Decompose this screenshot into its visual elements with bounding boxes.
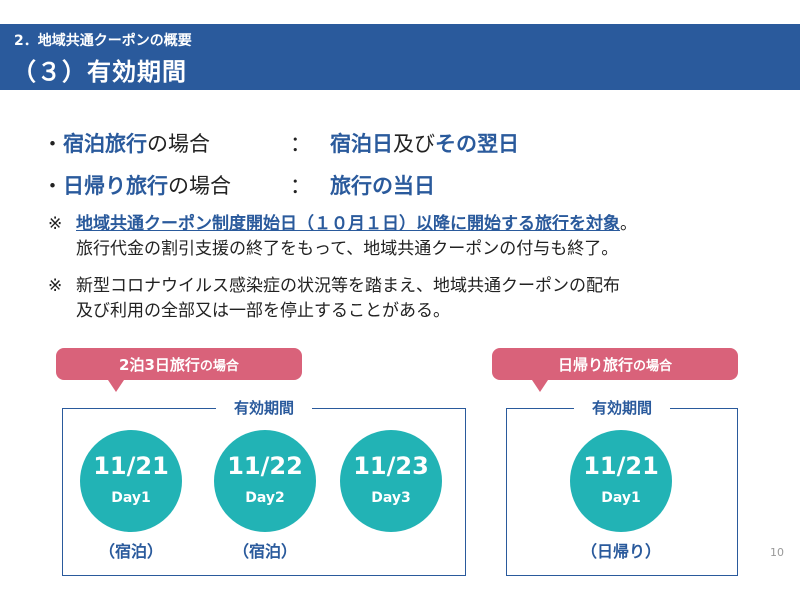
- note-2: ※ 新型コロナウイルス感染症の状況等を踏まえ、地域共通クーポンの配布 及び利用の全…: [48, 274, 620, 324]
- section-title: 2．地域共通クーポンの概要: [14, 33, 192, 49]
- period-box-daytrip: 有効期間: [506, 397, 738, 576]
- note-mark: ※: [48, 214, 63, 234]
- rule-label-rest: の場合: [168, 174, 231, 198]
- day-number: Day1: [601, 490, 641, 506]
- page-number: 10: [770, 546, 784, 559]
- rule-value-part: 及び: [393, 132, 435, 156]
- note-text: 及び利用の全部又は一部を停止することがある。: [76, 301, 450, 321]
- rule-daytrip: ・日帰り旅行の場合 ： 旅行の当日: [42, 170, 435, 200]
- callout-main-text: 2泊3日旅行: [119, 355, 200, 374]
- day-date: 11/22: [227, 452, 303, 480]
- day-circle: 11/21 Day1: [570, 430, 672, 532]
- rule-separator: ：: [290, 174, 311, 198]
- page-title: （３）有効期間: [12, 58, 187, 86]
- callout-daytrip: 日帰り旅行 の場合: [492, 348, 738, 392]
- bullet: ・: [42, 132, 63, 156]
- note-1: ※ 地域共通クーポン制度開始日（１０月１日）以降に開始する旅行を対象。 旅行代金の…: [48, 212, 637, 262]
- callout-main-text: 日帰り旅行: [557, 355, 633, 374]
- callout-overnight: 2泊3日旅行 の場合: [56, 348, 302, 392]
- rule-label-rest: の場合: [147, 132, 210, 156]
- day-circle: 11/22 Day2: [214, 430, 316, 532]
- day-number: Day2: [245, 490, 285, 506]
- header-band: 2．地域共通クーポンの概要 （３）有効期間: [0, 24, 800, 90]
- rule-value: 宿泊日及びその翌日: [330, 128, 519, 158]
- rule-value: 旅行の当日: [330, 170, 435, 200]
- rule-label-highlight: 日帰り旅行: [63, 174, 168, 198]
- day-circle: 11/23 Day3: [340, 430, 442, 532]
- note-mark: ※: [48, 276, 63, 296]
- day-label: （日帰り）: [580, 542, 661, 561]
- day-label: （宿泊）: [98, 542, 163, 561]
- period-label: 有効期間: [573, 397, 671, 418]
- rule-value-part: その翌日: [435, 132, 519, 156]
- note-highlight-text: 地域共通クーポン制度開始日（１０月１日）以降に開始する旅行を対象: [76, 214, 620, 234]
- callout-small-text: の場合: [199, 358, 239, 374]
- note-text: 。: [620, 214, 637, 234]
- note-text: 旅行代金の割引支援の終了をもって、地域共通クーポンの付与も終了。: [76, 239, 619, 259]
- period-label: 有効期間: [215, 397, 313, 418]
- day-date: 11/23: [353, 452, 429, 480]
- rule-label-highlight: 宿泊旅行: [63, 132, 147, 156]
- rule-overnight: ・宿泊旅行の場合 ： 宿泊日及びその翌日: [42, 128, 519, 158]
- note-text: 新型コロナウイルス感染症の状況等を踏まえ、地域共通クーポンの配布: [76, 276, 620, 296]
- rule-value-part: 宿泊日: [330, 132, 393, 156]
- day-label: （宿泊）: [232, 542, 297, 561]
- rule-value-part: 旅行の当日: [330, 174, 435, 198]
- callout-small-text: の場合: [633, 358, 673, 374]
- bullet: ・: [42, 174, 63, 198]
- rule-separator: ：: [290, 132, 311, 156]
- day-number: Day3: [371, 490, 411, 506]
- day-circle: 11/21 Day1: [80, 430, 182, 532]
- day-number: Day1: [111, 490, 151, 506]
- day-date: 11/21: [93, 452, 169, 480]
- period-box-overnight: 有効期間: [62, 397, 466, 576]
- day-date: 11/21: [583, 452, 659, 480]
